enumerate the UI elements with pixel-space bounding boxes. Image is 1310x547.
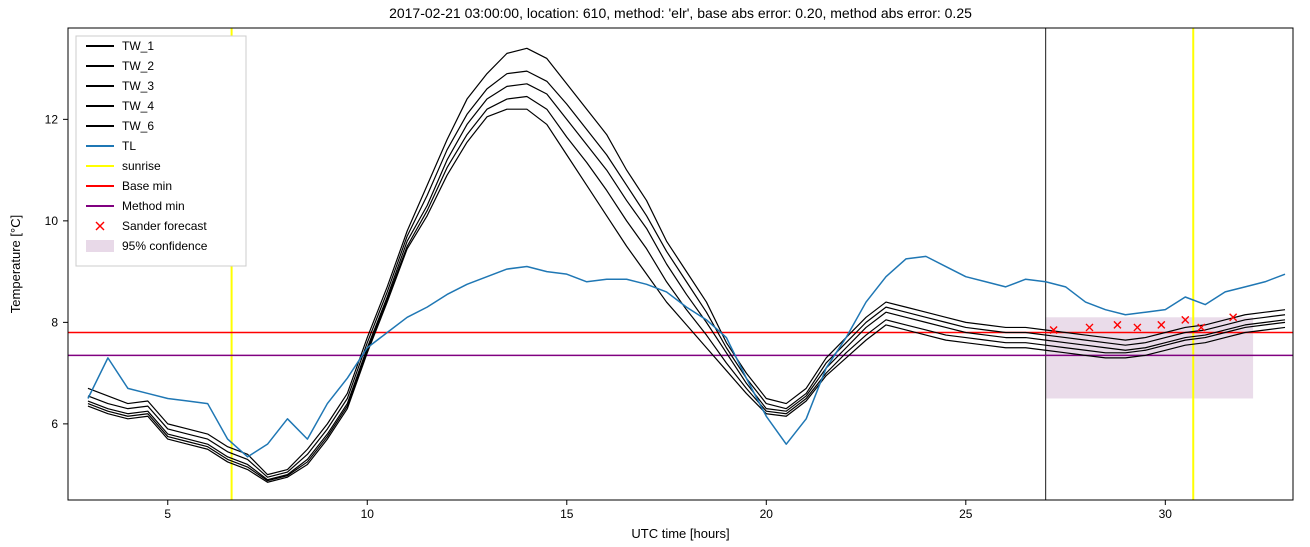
legend-label: TL (122, 139, 136, 153)
plot-area (68, 28, 1293, 500)
legend-label: TW_3 (122, 79, 154, 93)
legend-label: TW_1 (122, 39, 154, 53)
y-tick-label: 10 (45, 214, 59, 228)
x-tick-label: 30 (1159, 507, 1173, 521)
legend-label: Base min (122, 179, 172, 193)
x-tick-label: 5 (164, 507, 171, 521)
y-tick-label: 6 (51, 417, 58, 431)
legend-label: TW_2 (122, 59, 154, 73)
legend-label: Method min (122, 199, 185, 213)
x-tick-label: 10 (361, 507, 375, 521)
legend-label: Sander forecast (122, 219, 207, 233)
y-axis-label: Temperature [°C] (8, 215, 23, 313)
y-tick-label: 8 (51, 315, 58, 329)
confidence-band (1046, 317, 1253, 398)
x-tick-label: 20 (760, 507, 774, 521)
x-tick-label: 25 (959, 507, 973, 521)
temperature-chart: 5 10 15 20 25 30 6 8 10 12 UTC time [hours] Tempera… (0, 0, 1310, 547)
chart-title: 2017-02-21 03:00:00, location: 610, meth… (389, 5, 972, 21)
legend-label: TW_6 (122, 119, 154, 133)
legend-swatch (86, 240, 114, 252)
y-tick-label: 12 (45, 112, 59, 126)
x-axis-label: UTC time [hours] (631, 526, 729, 541)
x-tick-label: 15 (560, 507, 574, 521)
legend-label: 95% confidence (122, 239, 208, 253)
legend-label: TW_4 (122, 99, 154, 113)
legend-label: sunrise (122, 159, 161, 173)
